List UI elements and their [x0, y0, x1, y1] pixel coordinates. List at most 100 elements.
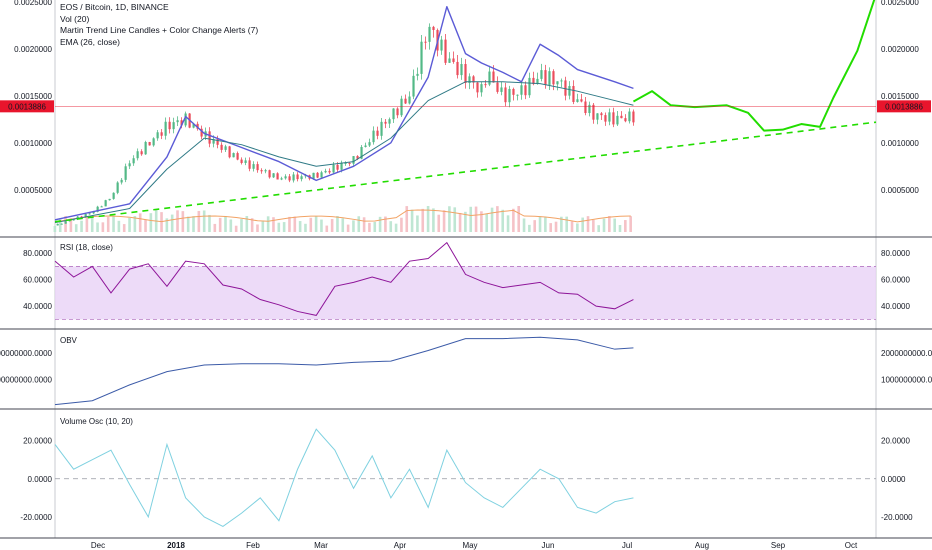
candle-body [624, 118, 627, 122]
time-tick: Jun [542, 541, 555, 550]
candle-body [256, 164, 259, 171]
volume-bar [522, 218, 526, 232]
candle-body [244, 160, 247, 163]
candle-body [428, 26, 431, 42]
vosc-tick-right: 0.0000 [881, 475, 906, 484]
volume-bar [192, 216, 195, 232]
candle-body [152, 138, 155, 146]
volume-bar [256, 224, 259, 232]
volume-bar [272, 217, 275, 232]
rsi-tick-right: 60.0000 [881, 276, 910, 285]
candle-body [248, 160, 251, 169]
candle-body [296, 174, 299, 180]
volume-bar [58, 219, 62, 232]
candle-body [172, 122, 175, 130]
vosc-tick-right: 20.0000 [881, 437, 910, 446]
martin-trend-line [54, 5, 634, 221]
candle-body [352, 156, 355, 164]
volume-bar [138, 213, 142, 232]
volume-bar [538, 216, 542, 232]
volume-bar [565, 216, 568, 232]
candle-body [568, 86, 571, 96]
candle-body [444, 39, 447, 63]
volume-bar [309, 217, 313, 232]
volume-bar [624, 220, 627, 232]
rsi-tick-right: 80.0000 [881, 249, 910, 258]
candle-body [336, 164, 339, 170]
price-tick-left: 0.0025000 [14, 0, 52, 7]
time-tick: Jul [622, 541, 632, 550]
candle-body [452, 58, 455, 62]
candle-body [532, 77, 535, 85]
candle-body [156, 132, 159, 139]
candle-body [124, 166, 127, 180]
candle-body [168, 121, 171, 130]
volume-bar [352, 220, 355, 232]
candle-body [380, 121, 383, 136]
volume-bar [282, 222, 286, 232]
volume-bar [224, 216, 227, 232]
volume-bar [128, 217, 131, 232]
candle-body [364, 145, 367, 147]
candle-body [440, 39, 443, 51]
volume-bar [432, 208, 435, 232]
candle-body [396, 108, 399, 116]
candle-body [472, 76, 475, 83]
candle-body [360, 146, 363, 159]
candle-body [504, 87, 507, 103]
candle-body [64, 221, 67, 224]
candle-body [344, 162, 347, 164]
candle-body [420, 41, 423, 74]
volume-bar [458, 212, 462, 232]
candle-body [448, 58, 451, 63]
candle-body [276, 173, 279, 180]
candle-body [316, 172, 319, 178]
candle-body [196, 123, 199, 129]
volume-bar [405, 206, 409, 232]
candle-body [100, 206, 103, 208]
volume-bar [629, 216, 632, 232]
vosc-tick-right: -20.0000 [881, 513, 913, 522]
candle-body [408, 96, 411, 104]
obv-line [54, 336, 634, 406]
price-badge-label: 0.0013886 [885, 102, 923, 111]
obv-tick-left: 1000000000.0000 [0, 376, 53, 385]
candle-body [528, 77, 531, 96]
rsi-label: RSI (18, close) [60, 243, 113, 252]
candle-body [424, 41, 427, 43]
candle-body [600, 113, 603, 116]
volume-bar [400, 217, 403, 232]
chart-legend: EOS / Bitcoin, 1D, BINANCE Vol (20) Mart… [60, 2, 258, 48]
candle-body [548, 71, 551, 85]
volume-bar [544, 217, 547, 232]
volume-bar [170, 214, 174, 232]
volume-bar [560, 216, 563, 232]
volume-bar [517, 206, 521, 232]
rsi-band [55, 266, 876, 320]
volume-bar [528, 224, 531, 232]
volume-bar [245, 216, 249, 232]
volume-bar [368, 222, 371, 232]
time-tick: Mar [314, 541, 328, 550]
candle-body [224, 146, 227, 150]
candle-body [324, 170, 327, 173]
candle-body [104, 200, 107, 207]
volume-bar [197, 210, 201, 232]
volume-bar [229, 219, 233, 232]
price-tick-right: 0.0025000 [881, 0, 919, 7]
candle-body [92, 211, 95, 214]
candle-body [120, 179, 123, 183]
price-tick-left: 0.0005000 [14, 186, 52, 195]
volume-bar [144, 219, 147, 232]
candle-body [332, 164, 335, 173]
volume-bar [362, 217, 366, 232]
volume-bar [533, 220, 537, 232]
candle-body [484, 84, 487, 86]
candle-body [412, 75, 415, 97]
volume-bar [186, 216, 190, 232]
time-tick: Sep [771, 541, 786, 550]
volume-bar [597, 225, 600, 232]
candle-body [260, 170, 263, 172]
volume-bar [394, 223, 398, 232]
